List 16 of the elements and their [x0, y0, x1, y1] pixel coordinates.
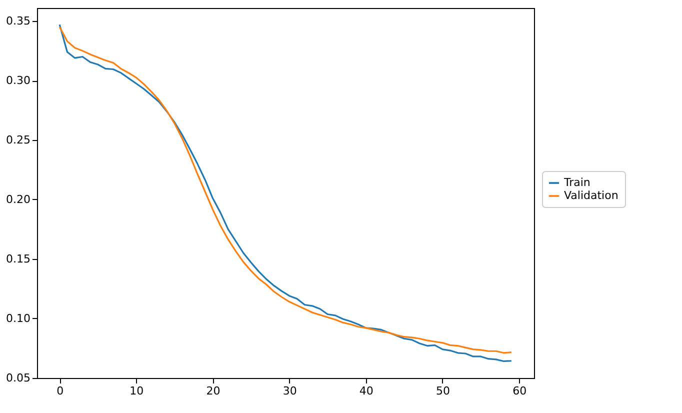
x-tick-label: 40	[359, 384, 374, 398]
y-tick-label: 0.35	[6, 14, 30, 28]
x-tick-label: 20	[206, 384, 220, 398]
y-tick-label: 0.20	[6, 192, 30, 206]
legend-label: Train	[563, 176, 590, 189]
x-tick-label: 30	[282, 384, 297, 398]
y-tick-label: 0.10	[6, 312, 30, 325]
x-tick-label: 60	[512, 384, 527, 398]
legend-label: Validation	[564, 189, 618, 202]
x-tick-label: 10	[130, 384, 144, 398]
y-tick-label: 0.05	[6, 371, 30, 384]
x-tick-label: 0	[56, 384, 64, 398]
y-tick-label: 0.25	[6, 134, 30, 147]
y-tick-label: 0.15	[6, 252, 30, 266]
x-tick-label: 50	[436, 384, 450, 398]
y-tick-label: 0.30	[6, 74, 30, 88]
